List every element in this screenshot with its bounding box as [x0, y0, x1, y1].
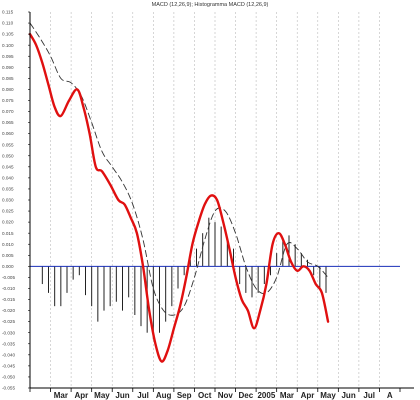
x-tick-label: Jun: [341, 391, 355, 400]
y-tick-label: 0.035: [2, 187, 14, 192]
y-tick-label: -0.010: [2, 286, 15, 291]
x-tick-label: A: [387, 391, 393, 400]
x-tick-label: Oct: [198, 391, 212, 400]
y-tick-label: -0.020: [2, 308, 15, 313]
y-tick-label: 0.025: [2, 209, 14, 214]
y-tick-label: 0.070: [2, 109, 14, 114]
y-tick-label: 0.050: [2, 153, 14, 158]
x-tick-label: Jul: [137, 391, 149, 400]
y-tick-label: -0.050: [2, 375, 15, 380]
y-tick-label: 0.110: [2, 21, 14, 26]
x-tick-label: Aug: [156, 391, 172, 400]
y-tick-label: 0.015: [2, 231, 14, 236]
x-tick-label: May: [94, 391, 110, 400]
y-tick-label: 0.085: [2, 76, 14, 81]
y-tick-labels: 0.115 0.110 0.105 0.100 0.095 0.090 0.085 0.080…: [2, 10, 30, 391]
chart-title: MACD (12,26,9); Histogramma MACD (12,26,…: [152, 2, 269, 8]
x-tick-label: Mar: [280, 391, 294, 400]
y-tick-label: -0.030: [2, 330, 15, 335]
x-tick-label: Mar: [54, 391, 68, 400]
y-tick-label: 0.090: [2, 65, 14, 70]
y-tick-label: 0.020: [2, 220, 14, 225]
y-tick-label: 0.065: [2, 120, 14, 125]
y-tick-label: 0.010: [2, 242, 14, 247]
y-tick-label: -0.035: [2, 341, 15, 346]
y-tick-label: 0.040: [2, 175, 14, 180]
y-tick-label: 0.005: [2, 253, 14, 258]
x-tick-label: Nov: [218, 391, 234, 400]
y-tick-label: 0.105: [2, 32, 14, 37]
y-tick-label: 0.045: [2, 164, 14, 169]
y-tick-label: -0.040: [2, 352, 15, 357]
y-tick-label: 0.080: [2, 87, 14, 92]
x-tick-labels: Mar Apr May Jun Jul Aug Sep Oct Nov Dec 2005 Mar Apr…: [29, 388, 401, 400]
x-tick-label: Dec: [238, 391, 253, 400]
y-tick-label: -0.015: [2, 297, 15, 302]
macd-line: [28, 32, 330, 363]
y-tick-label: 0.095: [2, 54, 14, 59]
x-tick-label: Jun: [115, 391, 129, 400]
x-tick-label: May: [320, 391, 336, 400]
y-tick-label: -0.055: [2, 386, 15, 391]
y-tick-label: 0.060: [2, 131, 14, 136]
y-tick-label: 0.100: [2, 43, 14, 48]
y-tick-label: 0.115: [2, 10, 14, 15]
y-tick-label: -0.025: [2, 319, 15, 324]
y-tick-label: 0.030: [2, 198, 14, 203]
y-tick-label: 0.000: [2, 264, 14, 269]
y-tick-label: 0.075: [2, 98, 14, 103]
x-tick-label: 2005: [257, 391, 275, 400]
x-tick-label: Apr: [301, 391, 315, 400]
y-tick-label: -0.005: [2, 275, 15, 280]
x-tick-label: Jul: [363, 391, 375, 400]
y-tick-label: -0.045: [2, 363, 15, 368]
x-tick-label: Sep: [177, 391, 192, 400]
x-tick-label: Apr: [74, 391, 88, 400]
y-tick-label: 0.055: [2, 142, 14, 147]
